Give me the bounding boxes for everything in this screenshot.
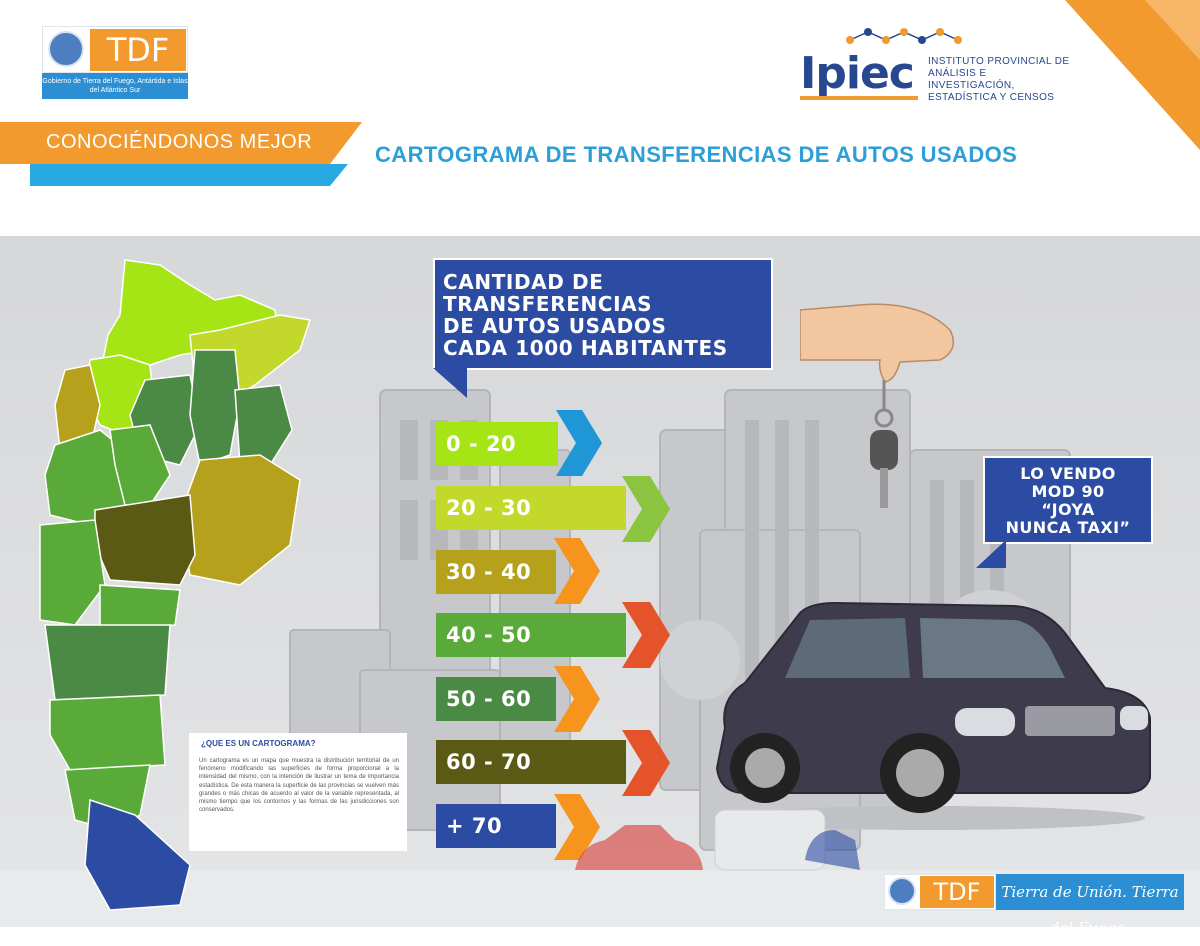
map-region-bsas	[179, 454, 301, 586]
header	[0, 0, 1200, 236]
legend-title-box: CANTIDAD DE TRANSFERENCIAS DE AUTOS USAD…	[433, 258, 773, 370]
footer-tdf-logo: TDF	[884, 874, 996, 910]
tdf-logo: TDF Gobierno de Tierra del Fuego, Antárt…	[42, 26, 188, 99]
legend-item: 40 - 50	[436, 613, 626, 657]
footer-slogan: Tierra de Unión. Tierra del Fuego.	[996, 874, 1184, 937]
suv-car-icon	[715, 601, 1151, 830]
shield-icon	[48, 31, 84, 67]
legend-arrow-icon	[554, 794, 600, 860]
map-region-lapampa	[99, 584, 181, 628]
info-text: Un cartograma es un mapa que muestra la …	[199, 758, 399, 814]
map-region-chubut	[49, 694, 166, 771]
legend-arrow-icon	[622, 602, 670, 668]
legend-item: 30 - 40	[436, 550, 556, 594]
map-region-ne2	[189, 349, 241, 466]
footer-tdf-letters: TDF	[920, 876, 994, 908]
sale-speech-bubble: LO VENDO MOD 90 “JOYA NUNCA TAXI”	[983, 456, 1153, 544]
map-region-east	[234, 384, 293, 466]
legend-item: 0 - 20	[436, 422, 558, 466]
map-region-neuquen	[44, 624, 171, 701]
legend-item: + 70	[436, 804, 556, 848]
map-region-tdf	[84, 798, 191, 911]
legend-arrow-icon	[554, 666, 600, 732]
page-title: CARTOGRAMA DE TRANSFERENCIAS DE AUTOS US…	[375, 142, 1018, 167]
tdf-letters: TDF	[90, 29, 186, 71]
ipiec-tagline: INSTITUTO PROVINCIAL DE ANÁLISIS E INVES…	[928, 56, 1070, 103]
ipiec-logo: Ipiec INSTITUTO PROVINCIAL DE ANÁLISIS E…	[800, 26, 1070, 104]
molecule-icon	[846, 28, 962, 44]
legend-item: 20 - 30	[436, 486, 626, 530]
cartogram-info-box: ¿QUE ES UN CARTOGRAMA? Un cartograma es …	[189, 733, 407, 851]
legend-arrow-icon	[554, 538, 600, 604]
map-region-west2	[39, 519, 106, 626]
legend-arrow-icon	[556, 410, 602, 476]
shield-icon	[888, 877, 916, 905]
legend-item: 60 - 70	[436, 740, 626, 784]
legend-arrow-icon	[622, 730, 670, 796]
map-region-dark	[94, 494, 196, 586]
ipiec-wordmark: Ipiec	[800, 48, 915, 99]
tdf-subtitle: Gobierno de Tierra del Fuego, Antártida …	[42, 73, 188, 99]
info-title: ¿QUE ES UN CARTOGRAMA?	[201, 739, 316, 748]
background-cars	[575, 809, 860, 871]
legend-item: 50 - 60	[436, 677, 556, 721]
section-label: CONOCIÉNDONOS MEJOR	[46, 131, 313, 153]
corner-decoration-light	[1145, 0, 1200, 60]
legend-arrow-icon	[622, 476, 670, 542]
hand-with-key-icon	[800, 303, 955, 508]
argentina-cartogram	[39, 259, 311, 911]
